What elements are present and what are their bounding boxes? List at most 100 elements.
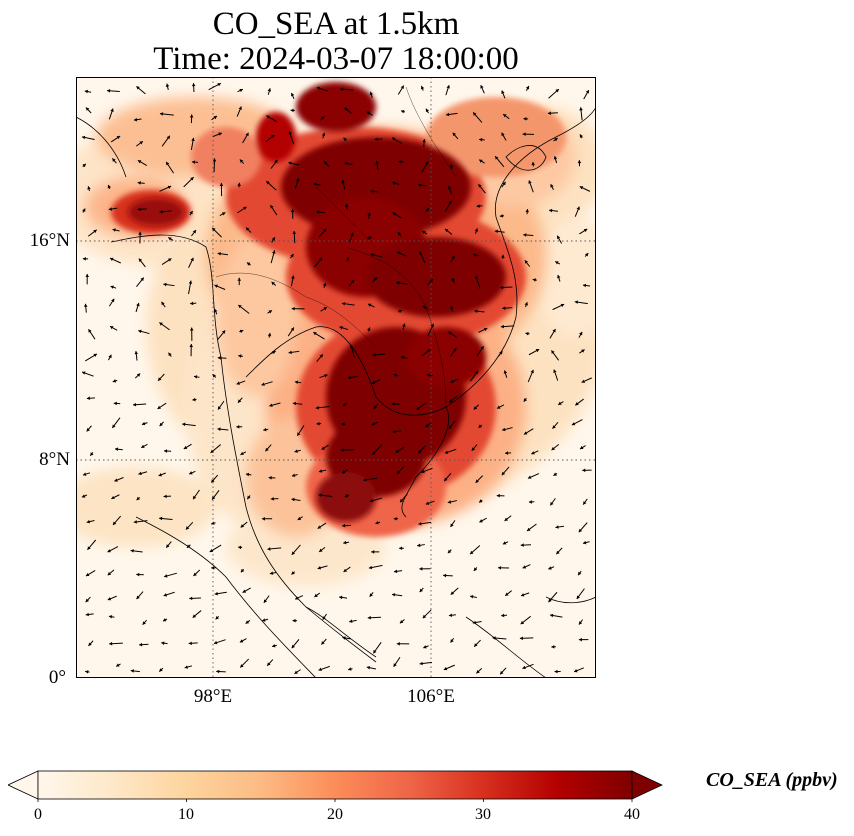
- wind-arrow-head: [427, 349, 431, 353]
- wind-arrow-head: [189, 344, 194, 348]
- wind-arrow-head: [142, 621, 146, 625]
- wind-arrow-head: [320, 116, 325, 120]
- wind-arrow-head: [292, 401, 297, 406]
- wind-arrow-head: [247, 495, 251, 500]
- wind-arrow-head: [446, 85, 450, 89]
- colorbar-tick-10: 10: [178, 806, 194, 823]
- wind-arrow-head: [167, 258, 172, 262]
- wind-arrow-head: [294, 380, 299, 385]
- wind-arrow-head: [578, 571, 582, 576]
- wind-arrow-head: [552, 425, 556, 429]
- wind-arrow-head: [501, 254, 505, 258]
- wind-arrow-head: [291, 571, 295, 575]
- wind-arrow-head: [421, 469, 425, 474]
- wind-arrow-head: [238, 354, 242, 358]
- wind-arrow-head: [85, 572, 90, 577]
- wind-arrow-head: [425, 161, 429, 166]
- wind-arrow-head: [138, 329, 142, 334]
- wind-arrow-head: [368, 565, 373, 570]
- wind-arrow-head: [88, 329, 92, 333]
- wind-arrow-head: [450, 591, 455, 595]
- wind-arrow-head: [212, 496, 216, 500]
- wind-arrow-head: [451, 277, 455, 282]
- wind-arrow-head: [418, 521, 422, 526]
- wind-arrow-head: [370, 189, 374, 194]
- wind-arrow-head: [268, 476, 272, 480]
- wind-arrow-head: [372, 451, 376, 455]
- wind-arrow-head: [500, 670, 504, 675]
- wind-arrow-head: [370, 253, 374, 257]
- colorbar-gradient: [37, 770, 633, 800]
- wind-arrow-head: [340, 448, 344, 452]
- wind-arrow-head: [399, 619, 404, 624]
- wind-arrow-head: [524, 302, 528, 306]
- wind-arrow-head: [444, 477, 448, 482]
- wind-arrow-head: [213, 116, 217, 120]
- colorbar-tick-20: 20: [327, 806, 343, 823]
- wind-arrow-head: [373, 405, 378, 409]
- wind-arrow-head: [342, 636, 346, 640]
- wind-arrow-head: [237, 399, 242, 403]
- wind-arrow-head: [580, 445, 584, 450]
- wind-arrow-head: [290, 92, 295, 97]
- wind-arrow-head: [582, 283, 587, 288]
- wind-arrow-head: [288, 161, 292, 166]
- wind-arrow-head: [321, 132, 326, 137]
- wind-arrow-head: [291, 275, 295, 279]
- wind-arrow-head: [447, 549, 452, 554]
- wind-arrow-head: [366, 665, 371, 670]
- wind-arrow-head: [136, 595, 140, 600]
- wind-arrow-head: [217, 427, 221, 432]
- wind-arrow-head: [581, 379, 586, 383]
- wind-arrow-head: [522, 665, 526, 670]
- wind-arrow-head: [531, 451, 535, 455]
- wind-arrow-head: [240, 568, 245, 573]
- wind-arrow-head: [522, 565, 527, 569]
- wind-arrow-head: [553, 369, 557, 373]
- lon-label-98e: 98°E: [193, 686, 233, 707]
- wind-arrow-head: [240, 524, 245, 528]
- wind-arrow-head: [314, 593, 318, 598]
- wind-arrow-head: [450, 639, 454, 643]
- wind-arrow-head: [188, 280, 193, 284]
- wind-arrow-head: [576, 595, 580, 599]
- wind-arrow-head: [397, 251, 401, 255]
- wind-arrow-head: [505, 592, 509, 596]
- wind-arrow-head: [392, 212, 397, 216]
- wind-arrow-head: [479, 159, 483, 163]
- wind-arrow-head: [342, 470, 346, 474]
- wind-arrow-head: [473, 253, 477, 258]
- wind-arrow-head: [190, 257, 194, 262]
- wind-arrow-head: [401, 109, 405, 114]
- wind-arrow-head: [345, 256, 350, 261]
- wind-arrow-head: [557, 235, 561, 240]
- wind-arrow-head: [262, 618, 266, 622]
- wind-arrow-head: [83, 303, 88, 307]
- wind-arrow-head: [108, 614, 113, 619]
- wind-arrow-head: [271, 237, 275, 241]
- wind-arrow-head: [183, 445, 188, 449]
- wind-arrow-head: [130, 549, 134, 553]
- map-panel: [76, 77, 596, 678]
- wind-arrow-head: [426, 373, 431, 378]
- wind-arrow-head: [139, 642, 143, 647]
- wind-arrow-head: [343, 568, 347, 572]
- wind-arrow-head: [422, 139, 426, 143]
- wind-arrow-head: [136, 302, 140, 307]
- wind-arrow-head: [162, 618, 167, 622]
- wind-arrow-head: [574, 669, 578, 673]
- wind-arrow-head: [476, 204, 480, 208]
- wind-arrow-head: [525, 86, 530, 90]
- colorbar-tick-marks: [37, 799, 633, 802]
- wind-arrow-head: [350, 279, 355, 284]
- wind-arrow-head: [423, 645, 427, 649]
- wind-arrow-head: [141, 444, 145, 448]
- wind-arrow-head: [399, 546, 403, 551]
- wind-arrow-head: [191, 83, 196, 87]
- wind-arrow-head: [193, 375, 198, 379]
- wind-arrow-head: [316, 421, 320, 426]
- wind-arrow-head: [108, 354, 112, 359]
- wind-arrow-head: [396, 470, 401, 474]
- wind-arrow-head: [290, 327, 294, 331]
- wind-arrow-head: [270, 497, 274, 501]
